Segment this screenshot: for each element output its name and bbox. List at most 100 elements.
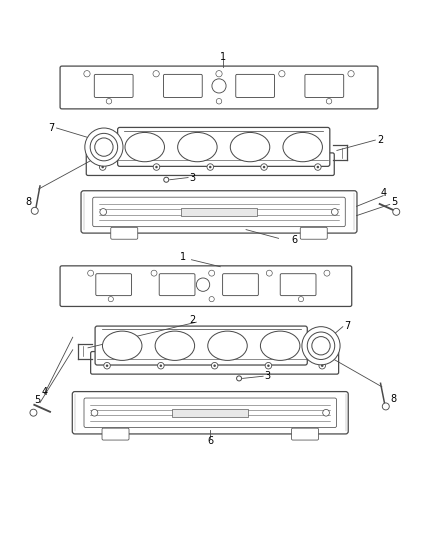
Circle shape bbox=[31, 207, 38, 214]
Bar bbox=[173, 409, 248, 417]
Circle shape bbox=[106, 99, 112, 104]
FancyBboxPatch shape bbox=[236, 75, 275, 98]
Circle shape bbox=[196, 278, 210, 292]
FancyBboxPatch shape bbox=[300, 227, 327, 239]
Ellipse shape bbox=[102, 331, 142, 360]
Circle shape bbox=[326, 99, 332, 104]
Circle shape bbox=[208, 270, 215, 276]
FancyBboxPatch shape bbox=[91, 352, 339, 374]
Circle shape bbox=[312, 337, 330, 355]
Circle shape bbox=[158, 362, 164, 369]
Ellipse shape bbox=[283, 133, 322, 161]
Ellipse shape bbox=[261, 331, 300, 360]
FancyBboxPatch shape bbox=[81, 191, 357, 233]
FancyBboxPatch shape bbox=[111, 227, 138, 239]
Circle shape bbox=[159, 365, 162, 367]
Ellipse shape bbox=[208, 331, 247, 360]
Circle shape bbox=[332, 208, 338, 215]
FancyBboxPatch shape bbox=[163, 75, 202, 98]
Circle shape bbox=[209, 296, 214, 302]
Text: 5: 5 bbox=[391, 197, 397, 207]
Circle shape bbox=[90, 133, 118, 161]
Circle shape bbox=[30, 409, 37, 416]
Circle shape bbox=[100, 208, 106, 215]
Circle shape bbox=[267, 365, 270, 367]
Circle shape bbox=[307, 332, 335, 359]
Circle shape bbox=[393, 208, 400, 215]
Circle shape bbox=[213, 365, 216, 367]
Text: 7: 7 bbox=[344, 321, 350, 331]
Circle shape bbox=[153, 164, 160, 171]
Circle shape bbox=[324, 270, 330, 276]
FancyBboxPatch shape bbox=[223, 274, 258, 296]
Circle shape bbox=[212, 362, 218, 369]
FancyBboxPatch shape bbox=[72, 392, 348, 434]
Ellipse shape bbox=[230, 133, 270, 161]
Circle shape bbox=[216, 70, 222, 77]
Circle shape bbox=[153, 70, 159, 77]
Circle shape bbox=[382, 403, 389, 410]
Circle shape bbox=[237, 376, 242, 381]
Ellipse shape bbox=[178, 133, 217, 161]
Circle shape bbox=[266, 270, 272, 276]
FancyBboxPatch shape bbox=[292, 428, 318, 440]
Ellipse shape bbox=[125, 133, 165, 161]
Circle shape bbox=[279, 70, 285, 77]
Circle shape bbox=[106, 365, 108, 367]
Text: 7: 7 bbox=[48, 123, 54, 133]
Circle shape bbox=[99, 164, 106, 171]
Circle shape bbox=[314, 164, 321, 171]
Circle shape bbox=[261, 164, 267, 171]
Circle shape bbox=[348, 70, 354, 77]
Circle shape bbox=[102, 166, 104, 168]
Text: 1: 1 bbox=[180, 252, 186, 262]
FancyBboxPatch shape bbox=[84, 398, 336, 427]
Circle shape bbox=[207, 164, 214, 171]
Circle shape bbox=[317, 166, 319, 168]
Circle shape bbox=[164, 177, 169, 182]
Circle shape bbox=[88, 270, 94, 276]
FancyBboxPatch shape bbox=[60, 66, 378, 109]
FancyBboxPatch shape bbox=[159, 274, 195, 296]
FancyBboxPatch shape bbox=[95, 326, 307, 365]
FancyBboxPatch shape bbox=[60, 266, 352, 306]
Circle shape bbox=[151, 270, 157, 276]
Circle shape bbox=[84, 70, 90, 77]
Circle shape bbox=[91, 409, 98, 416]
Text: 4: 4 bbox=[380, 189, 386, 198]
Circle shape bbox=[108, 296, 113, 302]
Circle shape bbox=[265, 362, 272, 369]
Circle shape bbox=[298, 296, 304, 302]
FancyBboxPatch shape bbox=[93, 197, 345, 227]
Circle shape bbox=[212, 79, 226, 93]
Text: 6: 6 bbox=[292, 235, 298, 245]
Text: 4: 4 bbox=[41, 387, 47, 397]
FancyBboxPatch shape bbox=[118, 127, 330, 166]
Text: 5: 5 bbox=[35, 395, 41, 406]
Circle shape bbox=[263, 166, 265, 168]
Ellipse shape bbox=[155, 331, 194, 360]
Text: 2: 2 bbox=[190, 314, 196, 325]
Circle shape bbox=[85, 128, 123, 166]
Text: 3: 3 bbox=[189, 173, 195, 183]
Text: 8: 8 bbox=[391, 393, 397, 403]
Circle shape bbox=[95, 138, 113, 156]
Circle shape bbox=[104, 362, 110, 369]
Text: 6: 6 bbox=[207, 436, 213, 446]
FancyBboxPatch shape bbox=[102, 428, 129, 440]
FancyBboxPatch shape bbox=[280, 274, 316, 296]
FancyBboxPatch shape bbox=[86, 153, 334, 175]
Circle shape bbox=[319, 362, 325, 369]
Circle shape bbox=[209, 166, 212, 168]
FancyBboxPatch shape bbox=[94, 75, 133, 98]
Text: 8: 8 bbox=[25, 197, 32, 207]
FancyBboxPatch shape bbox=[96, 274, 131, 296]
Bar bbox=[181, 208, 257, 216]
Circle shape bbox=[323, 409, 329, 416]
Circle shape bbox=[302, 327, 340, 365]
Circle shape bbox=[321, 365, 324, 367]
Text: 2: 2 bbox=[378, 134, 384, 144]
FancyBboxPatch shape bbox=[305, 75, 344, 98]
Circle shape bbox=[216, 99, 222, 104]
Circle shape bbox=[155, 166, 158, 168]
